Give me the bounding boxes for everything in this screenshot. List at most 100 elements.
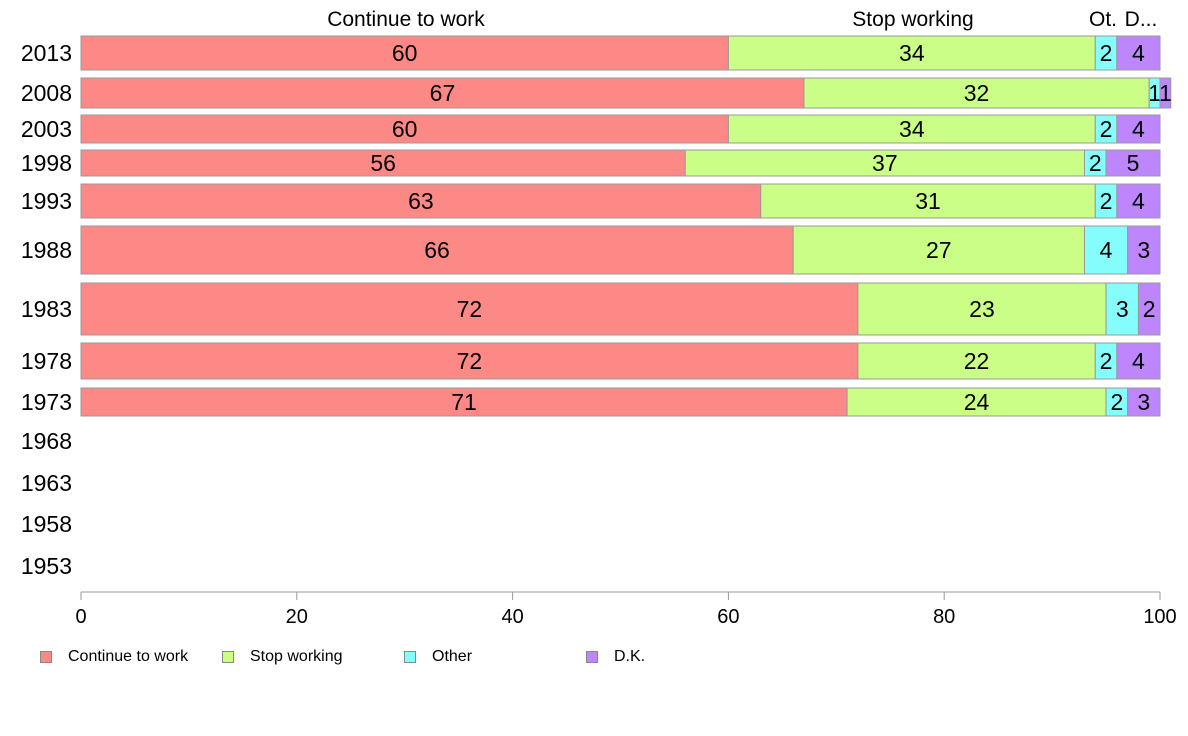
legend-swatch-stop	[222, 651, 234, 663]
bar-value-label: 63	[408, 188, 434, 214]
bar-value-label: 3	[1137, 237, 1150, 263]
top-label-other: Ot.	[1089, 8, 1117, 31]
bar-value-label: 72	[457, 348, 483, 374]
bar-value-label: 67	[430, 80, 456, 106]
bar-segment-stop	[760, 183, 1096, 219]
bar-segment-continue	[80, 183, 762, 219]
y-tick-label: 1973	[21, 389, 72, 415]
legend-swatch-dk	[586, 651, 598, 663]
bar-value-label: 4	[1132, 188, 1145, 214]
bar-value-label: 2	[1143, 296, 1156, 322]
bar-segment-continue	[80, 77, 805, 109]
bar-value-label: 2	[1100, 348, 1113, 374]
top-label-stop: Stop working	[852, 8, 973, 31]
x-tick-label: 60	[717, 606, 739, 628]
bar-value-label: 2	[1100, 188, 1113, 214]
top-label-continue: Continue to work	[327, 8, 485, 31]
x-tick-label: 20	[286, 606, 308, 628]
bar-segment-continue	[80, 282, 859, 336]
bar-value-label: 71	[451, 389, 477, 415]
bar-segment-continue	[80, 387, 848, 417]
bar-segment-stop	[803, 77, 1150, 109]
bar-value-label: 24	[964, 389, 990, 415]
bar-segment-dk	[1159, 77, 1172, 109]
bar-value-label: 2	[1100, 116, 1113, 142]
y-tick-label: 1993	[21, 188, 72, 214]
bar-value-label: 4	[1132, 348, 1145, 374]
bar-value-label: 4	[1100, 237, 1113, 263]
bar-value-label: 34	[899, 116, 925, 142]
bar-value-label: 5	[1127, 150, 1140, 176]
bar-segment-continue	[80, 342, 859, 380]
bar-value-label: 32	[964, 80, 990, 106]
bar-value-label: 22	[964, 348, 990, 374]
bar-segment-other	[1083, 225, 1129, 275]
bar-segment-dk	[1127, 387, 1161, 417]
bar-value-label: 34	[899, 40, 925, 66]
bar-segment-other	[1105, 282, 1139, 336]
y-tick-label: 2008	[21, 80, 72, 106]
bar-value-label: 2	[1089, 150, 1102, 176]
bar-value-label: 56	[370, 150, 396, 176]
x-tick-label: 100	[1143, 606, 1176, 628]
y-tick-label: 1958	[21, 511, 72, 537]
bar-segment-dk	[1116, 114, 1161, 144]
bar-value-label: 60	[392, 40, 418, 66]
x-axis: 0 20 40 60 80 100	[75, 591, 1177, 628]
y-tick-label: 1978	[21, 348, 72, 374]
y-tick-label: 1998	[21, 150, 72, 176]
bar-segment-stop	[727, 114, 1096, 144]
top-labels: Continue to work Stop working Ot. D...	[327, 8, 1157, 31]
bar-value-label: 1	[1148, 80, 1161, 106]
legend-label-continue: Continue to work	[68, 648, 189, 665]
bar-value-label: 4	[1132, 40, 1145, 66]
legend-swatch-continue	[40, 651, 52, 663]
y-tick-label: 1983	[21, 296, 72, 322]
y-tick-label: 1963	[21, 470, 72, 496]
bar-value-label: 37	[872, 150, 898, 176]
bar-segment-continue	[80, 225, 794, 275]
legend-label-other: Other	[432, 648, 473, 665]
bar-segment-dk	[1137, 282, 1161, 336]
bar-value-label: 72	[457, 296, 483, 322]
bar-segment-stop	[792, 225, 1085, 275]
legend-item-continue: Continue to work	[40, 646, 188, 668]
x-tick-label: 40	[501, 606, 523, 628]
y-tick-label: 1988	[21, 237, 72, 263]
bar-segment-continue	[80, 35, 729, 71]
bar-segment-dk	[1116, 35, 1161, 71]
bar-segment-stop	[727, 35, 1096, 71]
legend-label-stop: Stop working	[250, 648, 343, 665]
legend-label-dk: D.K.	[614, 648, 646, 665]
bar-segment-continue	[80, 114, 729, 144]
bar-value-label: 2	[1100, 40, 1113, 66]
bar-segment-continue	[80, 149, 686, 177]
y-axis-labels: 2013 2008 2003 1998 1993 1988 1983 1978 1973 1968…	[21, 40, 72, 579]
bar-segment-stop	[857, 282, 1107, 336]
bar-value-label: 3	[1137, 389, 1150, 415]
bar-value-label: 27	[926, 237, 952, 263]
y-tick-label: 2003	[21, 116, 72, 142]
bar-segment-dk	[1116, 183, 1161, 219]
bar-value-label: 2	[1110, 389, 1123, 415]
legend-item-dk: D.K.	[586, 646, 645, 668]
bar-value-label: 31	[915, 188, 941, 214]
x-tick-label: 0	[75, 606, 86, 628]
bar-segment-dk	[1116, 342, 1161, 380]
bar-value-label: 3	[1116, 296, 1129, 322]
bar-value-label: 23	[969, 296, 995, 322]
bar-value-label: 4	[1132, 116, 1145, 142]
top-label-dk: D...	[1125, 8, 1158, 31]
bar-value-label: 66	[424, 237, 450, 263]
legend: Continue to work Stop working Other D.K.	[40, 646, 740, 668]
bar-segment-stop	[857, 342, 1096, 380]
y-tick-label: 1953	[21, 553, 72, 579]
bar-value-label: 60	[392, 116, 418, 142]
legend-item-stop: Stop working	[222, 646, 343, 668]
legend-item-other: Other	[404, 646, 472, 668]
y-tick-label: 1968	[21, 428, 72, 454]
legend-swatch-other	[404, 651, 416, 663]
x-tick-label: 80	[933, 606, 955, 628]
